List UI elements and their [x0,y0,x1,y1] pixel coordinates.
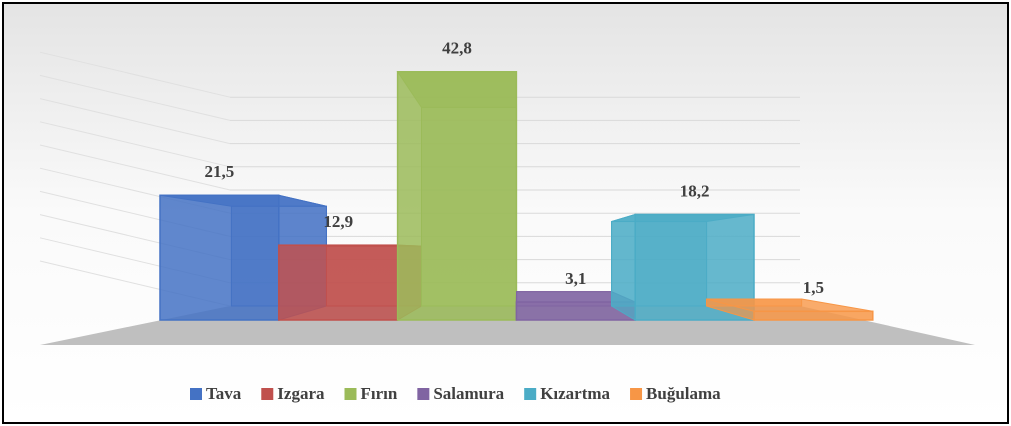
bar [611,213,755,321]
legend-label: Kızartma [540,384,610,403]
grid-line-side [39,51,231,98]
legend-label: Salamura [433,384,504,403]
bar-side [611,213,636,321]
legend-label: Tava [206,384,242,403]
bar-front [159,194,280,321]
data-label: 3,1 [565,269,586,288]
bar [706,298,874,321]
bar [396,71,518,321]
legend-swatch [261,388,274,400]
data-label: 18,2 [680,181,710,200]
legend-swatch [190,388,202,400]
grid-line-side [39,98,231,145]
legend: Tava Izgara Fırın Salamura Kızartma Buğulama [190,384,721,403]
grid-line-side [39,144,231,191]
grid-line-side [39,74,231,121]
data-label: 42,8 [442,39,472,58]
legend-swatch [630,388,643,400]
data-label: 21,5 [205,162,235,181]
legend-swatch [417,388,430,400]
legend-label: Buğulama [646,384,721,403]
legend-swatch [344,388,357,400]
legend-label: Izgara [277,384,325,403]
grid-line-side [39,121,231,168]
data-label: 1,5 [803,278,824,297]
data-label: 12,9 [323,212,353,231]
bars: 21,5 12,9 42,8 3,1 18,2 1,5 [159,39,874,321]
bar-front [753,310,874,321]
legend-swatch [524,388,537,400]
bar-front [278,244,399,321]
legend-label: Fırın [361,384,398,403]
bar-front [396,71,518,321]
